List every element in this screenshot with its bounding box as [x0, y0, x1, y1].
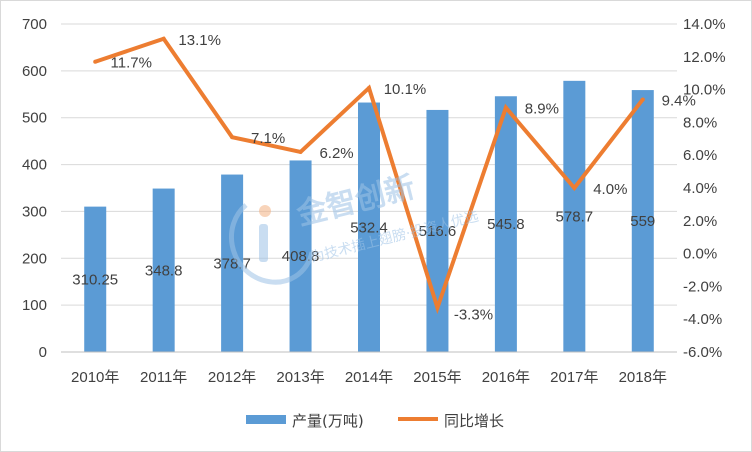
bar — [152, 188, 175, 352]
line-point — [230, 135, 235, 140]
bar — [84, 206, 107, 352]
right-tick-label: 10.0% — [683, 82, 726, 99]
line-data-label: 8.9% — [525, 101, 559, 118]
left-tick-label: 600 — [22, 63, 47, 80]
right-tick-label: -4.0% — [683, 311, 722, 328]
line-data-label: 10.1% — [384, 81, 427, 98]
bar-data-label: 516.6 — [419, 223, 457, 240]
line-point — [161, 36, 166, 41]
right-tick-label: 12.0% — [683, 49, 726, 66]
line-data-label: 6.2% — [319, 145, 353, 162]
left-tick-label: 500 — [22, 110, 47, 127]
left-tick-label: 700 — [22, 16, 47, 33]
right-tick-label: 4.0% — [683, 180, 717, 197]
bar — [631, 90, 654, 352]
line-point — [367, 85, 371, 90]
x-tick-label: 2018年 — [619, 369, 667, 386]
bar-data-label: 310.25 — [72, 271, 118, 288]
bar — [289, 160, 312, 352]
legend-bar-label: 产量(万吨) — [292, 412, 364, 430]
legend-bar-swatch — [246, 415, 286, 424]
right-tick-label: -6.0% — [683, 344, 722, 361]
line-point — [640, 97, 645, 102]
right-y-axis: -6.0% -4.0% -2.0% 0.0% 2.0% 4.0% 6.0% 8.0% 10.0%… — [683, 16, 726, 361]
x-tick-label: 2015年 — [413, 369, 461, 386]
line-point — [572, 186, 577, 190]
line-data-label: 9.4% — [662, 92, 696, 109]
line-data-label: 13.1% — [178, 32, 221, 49]
x-axis: 2010年 2011年 2012年 2013年 2014年 2015年 2016年 2017年… — [61, 351, 677, 386]
line-point — [435, 305, 440, 310]
line-point — [503, 105, 508, 110]
x-tick-label: 2011年 — [140, 369, 187, 386]
legend-line-label: 同比增长 — [444, 412, 504, 430]
bar-data-label: 545.8 — [487, 216, 525, 233]
line-point — [298, 149, 303, 154]
left-y-axis: 0 100 200 300 400 500 600 700 — [22, 16, 47, 361]
right-tick-label: 8.0% — [683, 114, 717, 131]
right-tick-label: -2.0% — [683, 278, 722, 295]
left-tick-label: 300 — [22, 203, 47, 220]
bar — [563, 80, 586, 353]
bar-data-label: 578.7 — [556, 208, 594, 225]
watermark-logo-icon — [229, 203, 315, 285]
right-tick-label: 2.0% — [683, 213, 717, 230]
left-tick-label: 0 — [39, 344, 47, 361]
x-tick-label: 2016年 — [482, 369, 530, 386]
line-data-labels: 11.7% 13.1% 7.1% 6.2% 10.1% -3.3% 8.9% 4.0% 9.4% — [111, 32, 696, 324]
bar-data-label: 348.8 — [145, 262, 183, 279]
left-tick-label: 200 — [22, 250, 47, 267]
x-tick-label: 2017年 — [550, 369, 598, 386]
line-data-label: 11.7% — [111, 55, 152, 72]
x-tick-label: 2014年 — [345, 369, 393, 386]
left-tick-label: 100 — [22, 297, 47, 314]
x-tick-label: 2012年 — [208, 369, 256, 386]
right-tick-label: 6.0% — [683, 147, 717, 164]
line-point — [93, 59, 98, 64]
bar — [358, 102, 380, 353]
right-tick-label: 14.0% — [683, 16, 726, 33]
legend: 产量(万吨) 同比增长 — [246, 412, 504, 430]
x-tick-label: 2010年 — [71, 369, 119, 386]
bar-data-label: 532.4 — [350, 219, 388, 236]
left-tick-label: 400 — [22, 157, 47, 174]
line-data-label: 4.0% — [593, 181, 627, 198]
x-tick-label: 2013年 — [276, 369, 324, 386]
line-series — [93, 36, 645, 315]
bar — [494, 96, 517, 352]
line-data-label: 7.1% — [251, 130, 285, 147]
line-data-label: -3.3% — [454, 307, 493, 324]
bar-data-label: 559 — [630, 213, 655, 230]
right-tick-label: 0.0% — [683, 246, 717, 263]
